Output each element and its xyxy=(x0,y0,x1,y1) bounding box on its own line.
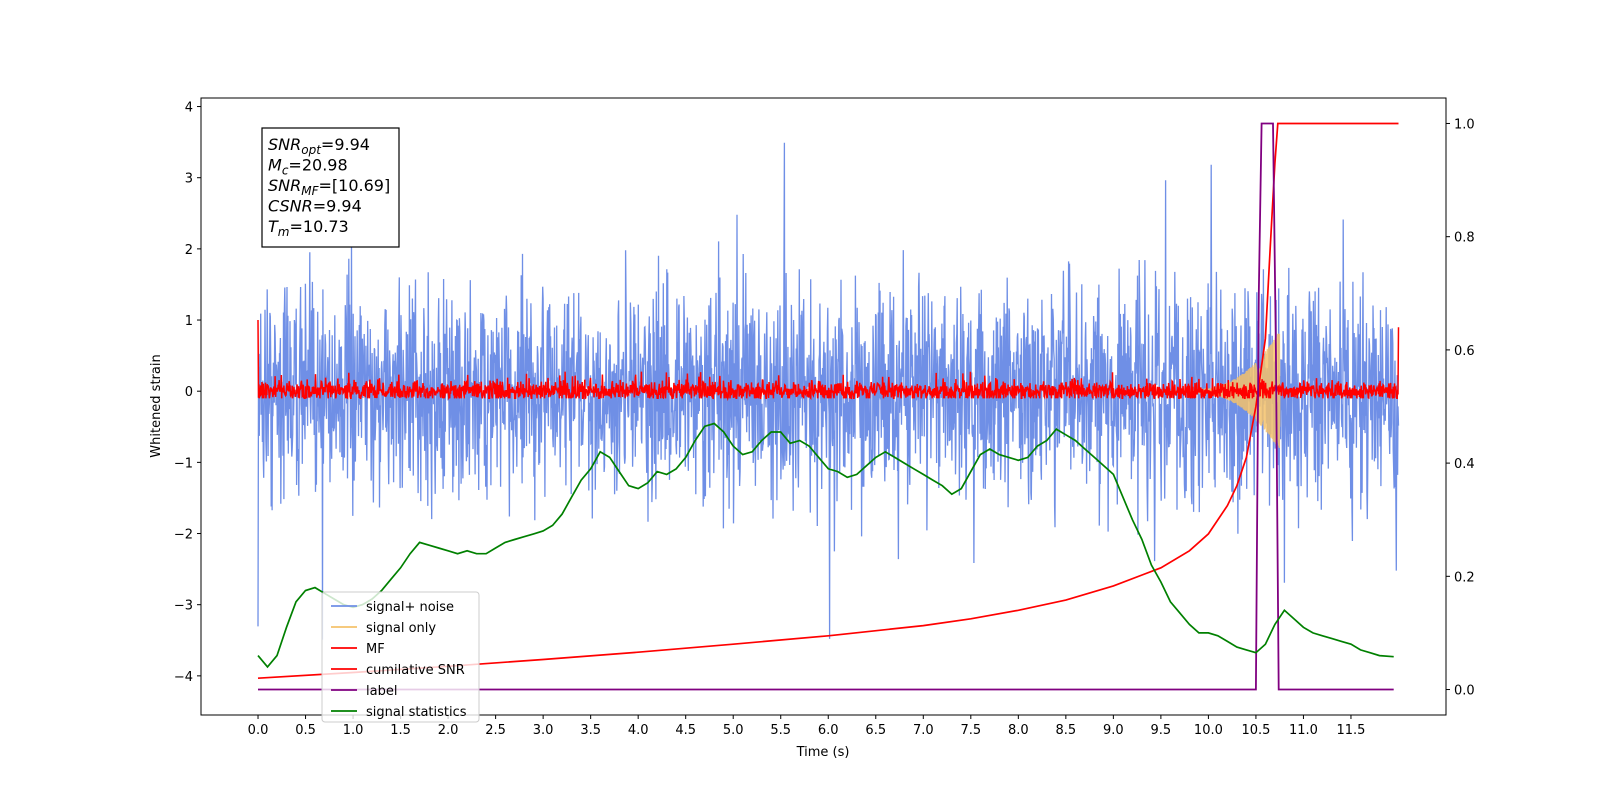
annotation-line: SNRMF=[10.69] xyxy=(268,176,390,198)
annotation-value: =20.98 xyxy=(288,156,347,175)
annotation-var: T xyxy=(268,217,279,236)
x-tick-label: 5.5 xyxy=(770,723,791,738)
x-tick-label: 8.5 xyxy=(1056,723,1077,738)
series-5 xyxy=(257,422,1394,669)
annotation-var: CSNR xyxy=(268,197,313,216)
annotation-line: Tm=10.73 xyxy=(268,217,349,239)
legend-label: signal statistics xyxy=(366,705,467,720)
y2-tick-label: 0.6 xyxy=(1454,344,1475,359)
x-tick-label: 8.0 xyxy=(1008,723,1029,738)
x-axis: 0.0 0.5 1.0 1.5 2.0 2.5 3.0 3.5 4.0 4.5 5.0 5.5 6.0 6… xyxy=(248,715,1365,738)
legend-label: label xyxy=(366,684,397,699)
y2-tick-label: 0.8 xyxy=(1454,231,1475,246)
x-tick-label: 7.5 xyxy=(960,723,981,738)
x-tick-label: 1.0 xyxy=(343,723,364,738)
annotation-line: Mc=20.98 xyxy=(268,156,348,178)
x-tick-label: 2.0 xyxy=(438,723,459,738)
annotation-value: =[10.69] xyxy=(319,176,391,195)
series-2 xyxy=(257,319,1400,402)
annotation-sub: opt xyxy=(301,143,322,157)
annotation-value: =10.73 xyxy=(289,217,348,236)
y-tick-label: −4 xyxy=(174,670,193,685)
x-tick-label: 7.0 xyxy=(913,723,934,738)
x-tick-label: 9.5 xyxy=(1151,723,1172,738)
y-axis-title: Whitened strain xyxy=(149,354,164,457)
x-tick-label: 3.0 xyxy=(533,723,554,738)
x-tick-label: 10.0 xyxy=(1194,723,1223,738)
legend-label: signal+ noise xyxy=(366,600,454,615)
y-tick-label: 0 xyxy=(185,385,193,400)
y-tick-label: 3 xyxy=(185,172,193,187)
legend: signal+ noise signal only MF cumilative SNR… xyxy=(321,591,480,723)
x-axis-title: Time (s) xyxy=(796,745,850,760)
x-tick-label: 6.0 xyxy=(818,723,839,738)
annotation-sub: MF xyxy=(301,184,319,198)
x-tick-label: 6.5 xyxy=(865,723,886,738)
x-tick-label: 0.0 xyxy=(248,723,269,738)
legend-label: signal only xyxy=(366,621,436,636)
x-tick-label: 1.5 xyxy=(390,723,411,738)
y-tick-label: −3 xyxy=(174,599,193,614)
y2-tick-label: 1.0 xyxy=(1454,117,1475,132)
y2-tick-label: 0.2 xyxy=(1454,570,1475,585)
plot-area xyxy=(257,122,1400,691)
annotation-sub: c xyxy=(282,164,289,178)
x-tick-label: 2.5 xyxy=(485,723,506,738)
annotation-frame xyxy=(261,127,400,248)
legend-frame xyxy=(321,591,480,723)
x-tick-label: 9.0 xyxy=(1103,723,1124,738)
y-tick-label: 4 xyxy=(185,101,193,116)
x-tick-label: 0.5 xyxy=(295,723,316,738)
y-tick-label: −1 xyxy=(174,456,193,471)
series-3 xyxy=(257,122,1399,680)
x-tick-label: 4.5 xyxy=(675,723,696,738)
y-tick-label: 1 xyxy=(185,314,193,329)
y-axis-left: 4 3 2 1 0 −1 −2 −3 −4 xyxy=(174,101,201,685)
x-tick-label: 10.5 xyxy=(1241,723,1270,738)
y2-tick-label: 0.4 xyxy=(1454,457,1475,472)
annotation-sub: m xyxy=(278,225,290,239)
x-tick-label: 4.0 xyxy=(628,723,649,738)
annotation-line: CSNR=9.94 xyxy=(268,197,362,216)
y-axis-right: 1.0 0.8 0.6 0.4 0.2 0.0 xyxy=(1446,117,1475,699)
annotation-value: =9.94 xyxy=(313,197,362,216)
annotation-var: SNR xyxy=(268,135,301,154)
annotation-line: SNRopt=9.94 xyxy=(268,135,370,157)
y-tick-label: −2 xyxy=(174,528,193,543)
annotation-var: M xyxy=(268,156,282,175)
x-tick-label: 11.5 xyxy=(1336,723,1365,738)
plot-frame xyxy=(200,97,1447,716)
x-tick-label: 11.0 xyxy=(1289,723,1318,738)
y-tick-label: 2 xyxy=(185,243,193,258)
annotation-value: =9.94 xyxy=(321,135,370,154)
annotation-box: SNRopt=9.94Mc=20.98SNRMF=[10.69]CSNR=9.9… xyxy=(261,127,400,248)
y2-tick-label: 0.0 xyxy=(1454,684,1475,699)
x-tick-label: 3.5 xyxy=(580,723,601,738)
annotation-var: SNR xyxy=(268,176,301,195)
legend-label: cumilative SNR xyxy=(366,663,465,678)
x-tick-label: 5.0 xyxy=(723,723,744,738)
legend-label: MF xyxy=(366,642,385,657)
series-4 xyxy=(258,122,1394,691)
